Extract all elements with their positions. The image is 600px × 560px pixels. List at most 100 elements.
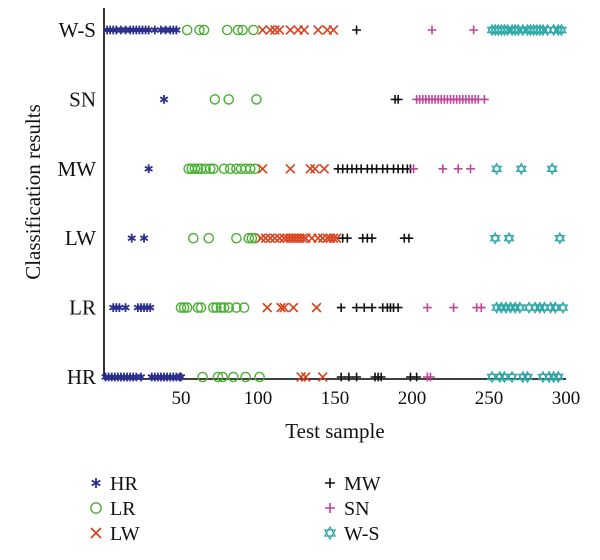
data-point [479,95,489,104]
data-point [466,164,475,174]
data-point [331,233,342,244]
data-point [265,25,276,35]
series-hr [101,25,186,382]
legend-marker [90,527,102,539]
data-point [144,164,153,174]
legend-marker [325,503,335,513]
data-point [359,303,369,312]
data-point [491,162,503,176]
data-point [336,372,346,382]
data-point [200,163,211,175]
data-point [159,95,169,104]
data-point [231,302,242,313]
y-tick-label: W-S [59,18,96,42]
data-point [555,23,567,37]
x-tick-label: 50 [172,388,191,409]
data-point [313,25,324,35]
data-point [195,302,207,313]
legend-label: LW [110,523,140,545]
data-point [257,25,268,35]
data-point [223,94,235,105]
data-point [317,372,328,382]
data-point [352,303,361,312]
data-point [557,301,569,315]
data-point [203,232,215,244]
data-point [476,303,486,312]
y-tick-label: LR [69,296,96,320]
data-point [192,163,204,175]
data-point [208,163,219,175]
data-point [198,24,210,36]
data-point [549,301,561,315]
data-point [352,25,361,35]
data-point [296,372,307,382]
data-point [189,163,201,175]
data-point [514,301,526,315]
data-point [489,231,501,245]
data-point [319,163,330,174]
data-point [197,371,208,383]
data-point [552,370,564,384]
data-points [101,23,569,384]
data-point [265,233,276,244]
data-point [438,164,448,174]
data-point [336,303,346,312]
legend-item: SN [325,498,370,520]
data-point [221,24,233,36]
x-tick-label: 200 [398,388,427,409]
data-point [256,233,267,244]
data-point [404,233,414,243]
data-point [503,231,515,245]
legend-label: SN [344,498,370,520]
x-tick-label: 300 [552,388,581,409]
y-tick-label: SN [69,87,96,111]
data-point [116,25,126,35]
legend-item: LR [90,498,136,520]
data-point [223,302,235,313]
data-point [215,302,227,313]
data-point [178,302,190,313]
data-point [217,371,228,383]
legend-item: LW [90,523,140,545]
data-point [139,233,149,243]
data-point [209,94,221,105]
data-point [279,302,290,313]
series-lr [175,24,265,383]
data-point [246,232,258,244]
x-tick-label: 100 [244,388,273,409]
series-mw [333,25,422,382]
data-point [238,302,250,313]
data-point [317,233,328,244]
data-point [427,25,437,35]
series-lw [256,25,342,382]
legend-marker [323,525,337,541]
data-point [352,372,361,382]
data-point [311,302,322,313]
legend-label: MW [344,473,381,495]
y-tick-label: HR [67,365,96,389]
data-point [156,25,166,35]
data-point [521,370,534,384]
data-point [188,232,199,244]
data-point [176,372,186,382]
x-tick-label: 150 [321,388,350,409]
data-point [248,24,259,36]
data-point [409,164,418,174]
data-point [486,370,498,384]
data-point [285,163,296,174]
data-point [300,372,311,382]
y-tick-labels: HR LR LW MW SN W-S [58,18,97,389]
x-axis-title: Test sample [285,419,384,443]
data-point [328,233,339,244]
data-point [393,95,403,104]
data-point [228,371,239,383]
data-point [161,25,170,35]
x-tick-labels: 50 100 150 200 250 300 [172,388,581,409]
y-tick-label: LW [65,226,96,250]
data-point [249,232,261,244]
data-point [218,163,230,175]
legend-marker [90,502,102,514]
data-point [204,163,216,175]
data-point [299,25,310,35]
